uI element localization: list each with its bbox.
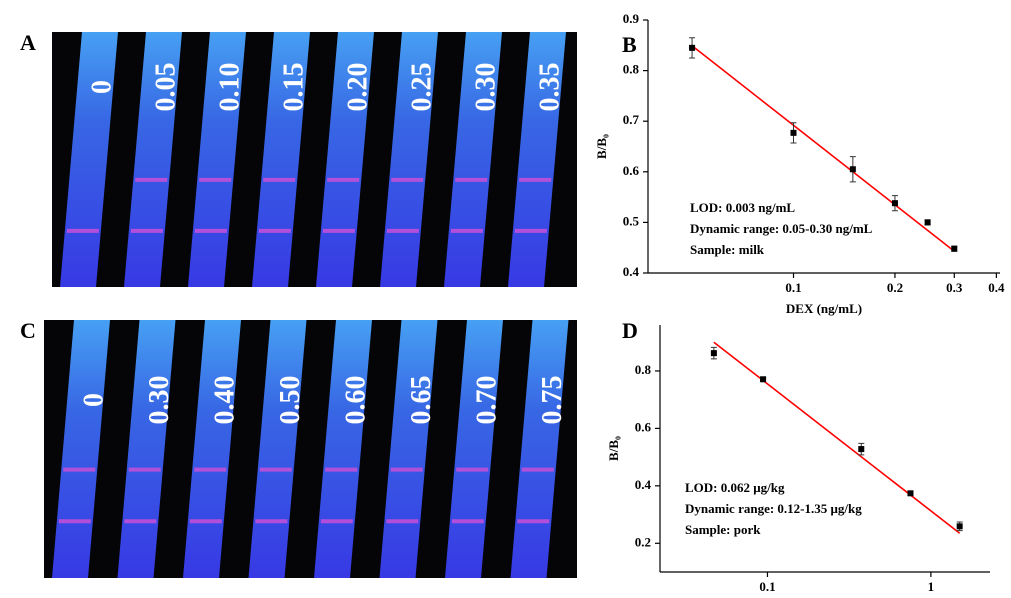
test-strip (379, 320, 438, 578)
data-point (858, 446, 865, 453)
test-strip (183, 320, 241, 578)
y-tick-label: 0.8 (635, 362, 652, 377)
test-strip (60, 32, 118, 287)
data-point (951, 245, 958, 252)
strip-label: 0.25 (406, 63, 437, 112)
test-strip (252, 32, 310, 287)
test-strip (444, 32, 502, 287)
annotation: Sample: pork (685, 522, 761, 537)
panel-label: B (622, 32, 637, 57)
annotation: LOD: 0.062 μg/kg (685, 480, 785, 495)
y-tick-label: 0.5 (623, 213, 640, 228)
annotation: Dynamic range: 0.05-0.30 ng/mL (690, 221, 873, 236)
strip-label: 0.05 (150, 63, 181, 112)
annotation: Sample: milk (690, 242, 765, 257)
y-axis-label: B/B₀ (606, 436, 621, 461)
panel-label: A (20, 30, 36, 55)
data-point (760, 376, 767, 383)
test-strip (248, 320, 307, 578)
y-tick-label: 0.2 (635, 534, 651, 549)
y-tick-label: 0.4 (623, 264, 640, 279)
strip-label: 0.20 (342, 63, 373, 112)
data-point (956, 523, 963, 530)
test-strip (117, 320, 176, 578)
fit-line (713, 341, 961, 534)
strip-label: 0.70 (471, 376, 502, 425)
strip-label: 0.15 (278, 63, 309, 112)
annotation: LOD: 0.003 ng/mL (690, 200, 795, 215)
y-tick-label: 0.6 (635, 419, 652, 434)
test-strip (314, 320, 372, 578)
y-tick-label: 0.6 (623, 163, 640, 178)
y-tick-label: 0.7 (623, 112, 640, 127)
data-point (790, 129, 797, 136)
data-point (849, 166, 856, 173)
data-point (924, 219, 931, 226)
strip-label: 0.30 (144, 376, 175, 425)
strip-label: 0.60 (340, 376, 371, 425)
fit-line (691, 45, 955, 252)
test-strip (124, 32, 182, 287)
panel-label: D (622, 318, 638, 343)
x-axis-label: DEX (ng/mL) (786, 301, 862, 316)
data-point (710, 350, 717, 357)
data-point (907, 490, 914, 497)
y-axis-label: B/B₀ (594, 134, 609, 159)
panel-label: C (20, 318, 36, 343)
strip-label: 0.35 (534, 63, 565, 112)
x-tick-label: 0.1 (759, 579, 775, 594)
strip-label: 0.30 (470, 63, 501, 112)
strip-label: 0.10 (214, 63, 245, 112)
x-tick-label: 0.2 (887, 280, 903, 295)
strip-label: 0.65 (406, 376, 437, 425)
test-strip (316, 32, 374, 287)
strip-label: 0.75 (537, 376, 568, 425)
test-strip (510, 320, 569, 578)
annotation: Dynamic range: 0.12-1.35 μg/kg (685, 501, 862, 516)
test-strip (188, 32, 246, 287)
x-tick-label: 0.1 (785, 280, 801, 295)
strip-label: 0 (78, 393, 109, 407)
data-point (689, 44, 696, 51)
x-tick-label: 0.3 (946, 280, 963, 295)
test-strip (508, 32, 566, 287)
test-strip (380, 32, 438, 287)
test-strip (445, 320, 503, 578)
x-tick-label: 1 (928, 579, 935, 594)
strip-label: 0.50 (275, 376, 306, 425)
y-tick-label: 0.4 (635, 477, 652, 492)
data-point (891, 200, 898, 207)
test-strip (52, 320, 110, 578)
strip-label: 0 (86, 80, 117, 94)
y-tick-label: 0.8 (623, 62, 640, 77)
y-tick-label: 0.9 (623, 11, 640, 26)
x-tick-label: 0.4 (988, 280, 1005, 295)
strip-label: 0.40 (209, 376, 240, 425)
